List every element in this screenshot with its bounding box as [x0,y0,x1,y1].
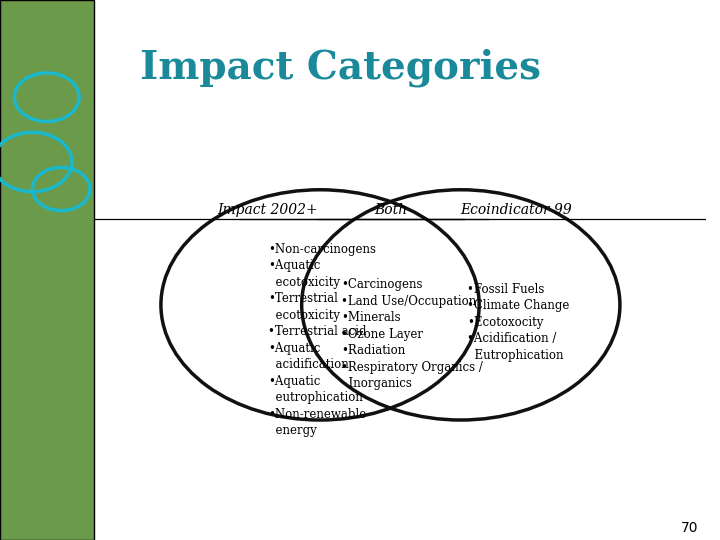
Text: Impact Categories: Impact Categories [140,49,541,87]
Text: •Non-carcinogens
•Aquatic
  ecotoxicity
•Terrestrial
  ecotoxicity
•Terrestrial : •Non-carcinogens •Aquatic ecotoxicity •T… [268,243,376,437]
Text: •Carcinogens
•Land Use/Occupation
•Minerals
•Ozone Layer
•Radiation
•Respiratory: •Carcinogens •Land Use/Occupation •Miner… [341,278,483,390]
Text: Both: Both [374,203,407,217]
Text: •Fossil Fuels
•Climate Change
•Ecotoxocity
•Acidification /
  Eutrophication: •Fossil Fuels •Climate Change •Ecotoxoci… [467,283,570,362]
Text: Ecoindicator 99: Ecoindicator 99 [460,203,572,217]
Text: Impact 2002+: Impact 2002+ [217,203,318,217]
Text: 70: 70 [681,521,698,535]
